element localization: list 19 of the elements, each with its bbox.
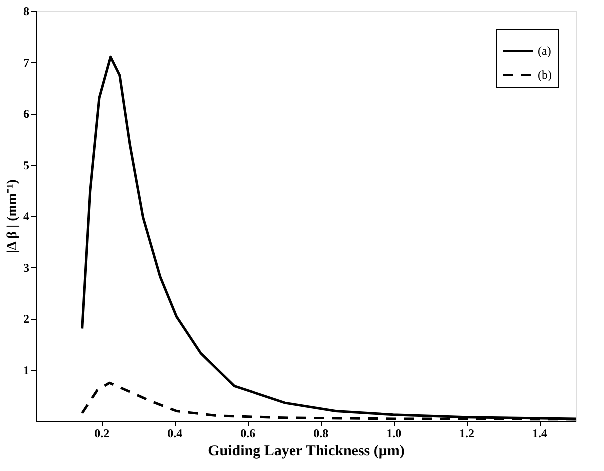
x-tick-label: 0.6 [240,426,256,440]
x-tick-label: 0.8 [314,426,329,440]
x-tick-label: 0.2 [94,426,110,440]
y-tick-label: 4 [24,210,30,224]
y-tick-label: 7 [24,56,30,70]
x-tick-label: 1.4 [532,426,548,440]
y-tick-label: 2 [24,312,30,326]
x-axis-title: Guiding Layer Thickness (μm) [208,444,405,460]
y-axis-title: |Δ β | (mm⁻¹) [6,179,20,254]
x-tick-label: 1.2 [460,426,475,440]
legend-label: (a) [538,44,552,58]
y-tick-label: 5 [24,158,30,172]
x-tick-label: 0.4 [168,426,183,440]
y-tick-label: 8 [24,4,30,18]
legend-label: (b) [538,68,552,82]
y-tick-label: 1 [24,363,30,378]
y-tick-label: 6 [24,107,30,121]
y-tick-label: 3 [24,260,30,275]
x-tick-label: 1.0 [386,426,402,440]
